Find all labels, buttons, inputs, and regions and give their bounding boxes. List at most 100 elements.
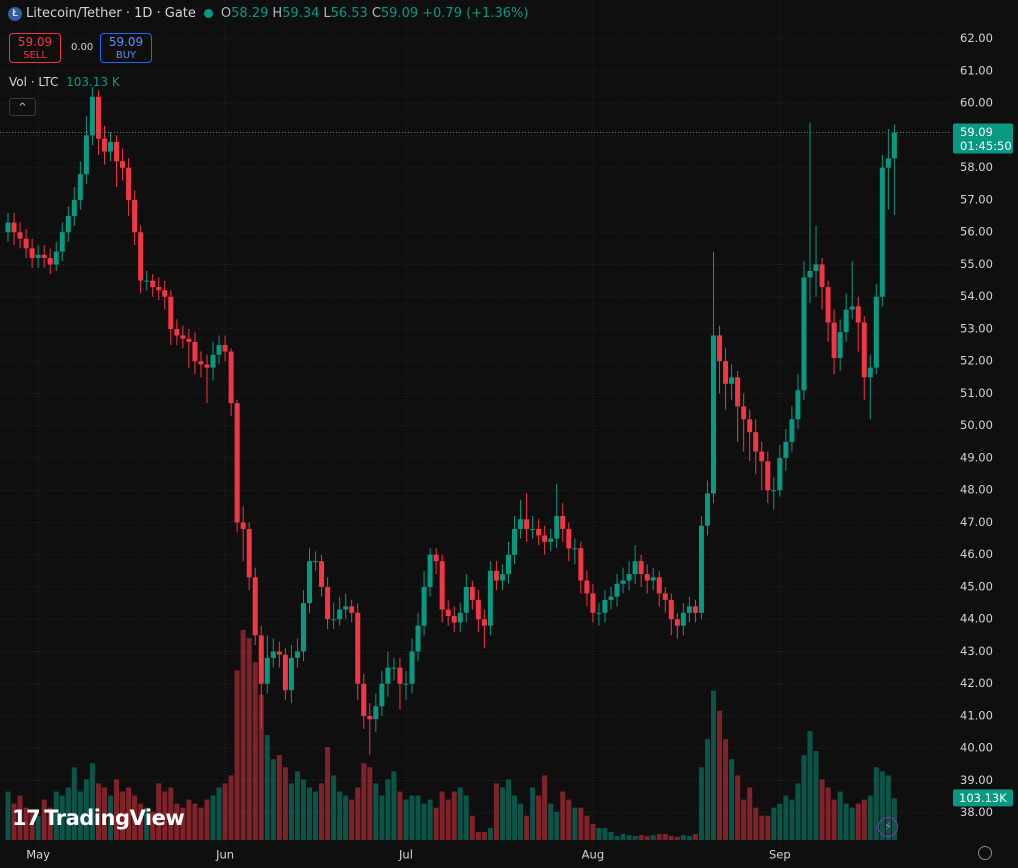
buy-button[interactable]: 59.09 BUY bbox=[100, 33, 152, 63]
volume-bar bbox=[801, 755, 807, 840]
candle-body bbox=[493, 570, 499, 581]
volume-bar bbox=[873, 767, 879, 840]
volume-bar bbox=[469, 815, 475, 840]
candle-body bbox=[560, 516, 566, 529]
c-label: C bbox=[371, 6, 381, 21]
volume-bar bbox=[608, 831, 614, 840]
candle-body bbox=[89, 96, 95, 136]
candle-body bbox=[270, 651, 276, 658]
candle-body bbox=[795, 390, 801, 420]
candle-body bbox=[873, 296, 879, 368]
volume-bar bbox=[548, 803, 554, 840]
volume-bar bbox=[385, 779, 391, 840]
volume-bar bbox=[307, 787, 312, 840]
candle-body bbox=[698, 525, 704, 613]
volume-bar bbox=[849, 807, 855, 840]
candle-body bbox=[439, 561, 445, 610]
l-value: 56.53 bbox=[330, 6, 368, 21]
candle-body bbox=[686, 606, 692, 613]
candle-body bbox=[849, 306, 855, 310]
candle-body bbox=[524, 519, 530, 529]
lightning-button[interactable]: ⚡ bbox=[878, 817, 898, 837]
candle-body bbox=[843, 309, 849, 333]
volume-bar bbox=[499, 787, 505, 840]
volume-bar bbox=[65, 787, 71, 840]
candle-body bbox=[71, 199, 77, 217]
y-tick-label: 45.00 bbox=[960, 579, 993, 593]
volume-bar bbox=[765, 815, 771, 840]
candle-body bbox=[789, 419, 795, 442]
settings-button[interactable] bbox=[978, 846, 992, 860]
y-tick-label: 56.00 bbox=[960, 225, 993, 239]
volume-bar bbox=[487, 827, 493, 840]
y-tick-label: 43.00 bbox=[960, 644, 993, 658]
volume-bar bbox=[144, 807, 150, 840]
volume-bar bbox=[590, 823, 596, 840]
volume-bar bbox=[95, 783, 101, 840]
candle-body bbox=[59, 232, 65, 252]
y-tick-label: 61.00 bbox=[960, 63, 993, 77]
candle-body bbox=[614, 583, 620, 597]
candle-body bbox=[77, 174, 83, 200]
volume-bar bbox=[174, 803, 180, 840]
volume-bar bbox=[138, 803, 144, 840]
volume-bar bbox=[837, 791, 843, 840]
h-value: 59.34 bbox=[282, 6, 320, 21]
candle-body bbox=[692, 606, 698, 613]
volume-bar bbox=[439, 791, 445, 840]
last-price: 59.09 bbox=[960, 125, 993, 139]
candle-body bbox=[228, 351, 234, 404]
candle-body bbox=[747, 419, 753, 433]
candle-body bbox=[95, 96, 101, 139]
volume-bar bbox=[668, 835, 674, 840]
candle-body bbox=[150, 280, 156, 288]
candle-body bbox=[656, 577, 662, 594]
candle-body bbox=[415, 625, 421, 652]
o-label: O bbox=[220, 6, 232, 21]
volume-bar bbox=[747, 787, 753, 840]
volume-bar bbox=[270, 759, 276, 840]
volume-bar bbox=[674, 836, 680, 840]
y-tick-label: 57.00 bbox=[960, 192, 993, 206]
candle-body bbox=[729, 377, 735, 384]
volume-bar bbox=[367, 767, 373, 840]
candle-body bbox=[355, 612, 361, 684]
volume-bar bbox=[276, 755, 282, 840]
coin-icon: Ł bbox=[8, 6, 22, 21]
volume-bar bbox=[819, 779, 825, 840]
volume-bar bbox=[843, 803, 849, 840]
volume-bar bbox=[240, 630, 246, 840]
candle-body bbox=[590, 593, 596, 613]
candle-body bbox=[596, 612, 602, 614]
volume-bar bbox=[524, 815, 530, 840]
volume-bar bbox=[29, 811, 35, 840]
sell-button[interactable]: 59.09 SELL bbox=[9, 33, 61, 63]
symbol-title[interactable]: Litecoin/Tether · 1D · Gate bbox=[26, 6, 196, 21]
volume-bar bbox=[59, 795, 65, 840]
candle-body bbox=[879, 167, 885, 297]
volume-legend: Vol · LTC 103.13 K bbox=[9, 75, 120, 89]
volume-bar bbox=[578, 807, 584, 840]
candle-body bbox=[723, 361, 729, 384]
collapse-button[interactable]: ^ bbox=[9, 98, 36, 116]
candle-body bbox=[421, 586, 427, 626]
candle-body bbox=[650, 577, 656, 581]
volume-bar bbox=[156, 783, 162, 840]
candle-body bbox=[566, 528, 572, 549]
volume-bar bbox=[638, 835, 644, 840]
volume-bar bbox=[795, 783, 801, 840]
candle-body bbox=[337, 609, 343, 620]
buy-price: 59.09 bbox=[108, 35, 144, 49]
candle-body bbox=[837, 332, 843, 358]
volume-bar bbox=[783, 795, 789, 840]
volume-bar bbox=[867, 795, 873, 840]
y-tick-label: 38.00 bbox=[960, 805, 993, 819]
volume-bar bbox=[602, 827, 608, 840]
y-tick-label: 55.00 bbox=[960, 257, 993, 271]
candle-body bbox=[674, 619, 680, 626]
volume-bar bbox=[542, 775, 548, 840]
candle-body bbox=[801, 277, 807, 391]
volume-bar bbox=[379, 795, 385, 840]
candle-body bbox=[367, 715, 373, 720]
volume-bar bbox=[222, 783, 228, 840]
